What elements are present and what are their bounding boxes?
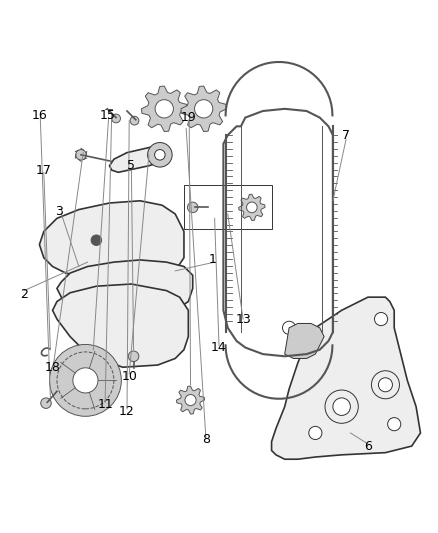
Circle shape	[148, 142, 172, 167]
Polygon shape	[110, 146, 164, 172]
Circle shape	[333, 398, 350, 415]
Circle shape	[73, 368, 98, 393]
Circle shape	[194, 100, 213, 118]
Text: 17: 17	[36, 164, 52, 176]
Polygon shape	[239, 194, 265, 221]
Text: 13: 13	[235, 312, 251, 326]
Circle shape	[128, 351, 139, 361]
Circle shape	[155, 150, 165, 160]
Text: 18: 18	[45, 361, 60, 374]
Circle shape	[283, 321, 296, 334]
Polygon shape	[53, 284, 188, 367]
Circle shape	[41, 398, 51, 408]
Circle shape	[130, 116, 139, 125]
Polygon shape	[177, 386, 205, 414]
Text: 2: 2	[20, 288, 28, 302]
Circle shape	[325, 390, 358, 423]
Polygon shape	[57, 260, 193, 317]
Circle shape	[378, 378, 392, 392]
Circle shape	[155, 100, 173, 118]
Circle shape	[388, 418, 401, 431]
Circle shape	[112, 114, 120, 123]
Circle shape	[247, 202, 257, 213]
Polygon shape	[181, 86, 226, 132]
Circle shape	[49, 344, 121, 416]
Circle shape	[309, 426, 322, 440]
Circle shape	[91, 235, 102, 246]
Text: 5: 5	[127, 159, 135, 172]
Polygon shape	[285, 324, 324, 359]
Circle shape	[185, 394, 196, 406]
Text: 11: 11	[97, 398, 113, 411]
Polygon shape	[272, 297, 420, 459]
Text: 7: 7	[342, 128, 350, 142]
Circle shape	[374, 312, 388, 326]
Text: 15: 15	[99, 109, 115, 122]
Text: 6: 6	[364, 440, 372, 453]
Text: 3: 3	[55, 205, 63, 218]
Circle shape	[187, 202, 198, 213]
Polygon shape	[141, 86, 187, 132]
Circle shape	[76, 150, 86, 160]
FancyBboxPatch shape	[184, 185, 272, 229]
Circle shape	[371, 371, 399, 399]
Text: 19: 19	[180, 111, 196, 124]
Polygon shape	[39, 201, 184, 280]
Text: 14: 14	[211, 341, 227, 354]
Text: 16: 16	[32, 109, 47, 122]
Text: 10: 10	[121, 369, 137, 383]
Text: 8: 8	[202, 433, 210, 446]
Text: 12: 12	[119, 405, 135, 417]
Text: 1: 1	[208, 253, 216, 266]
